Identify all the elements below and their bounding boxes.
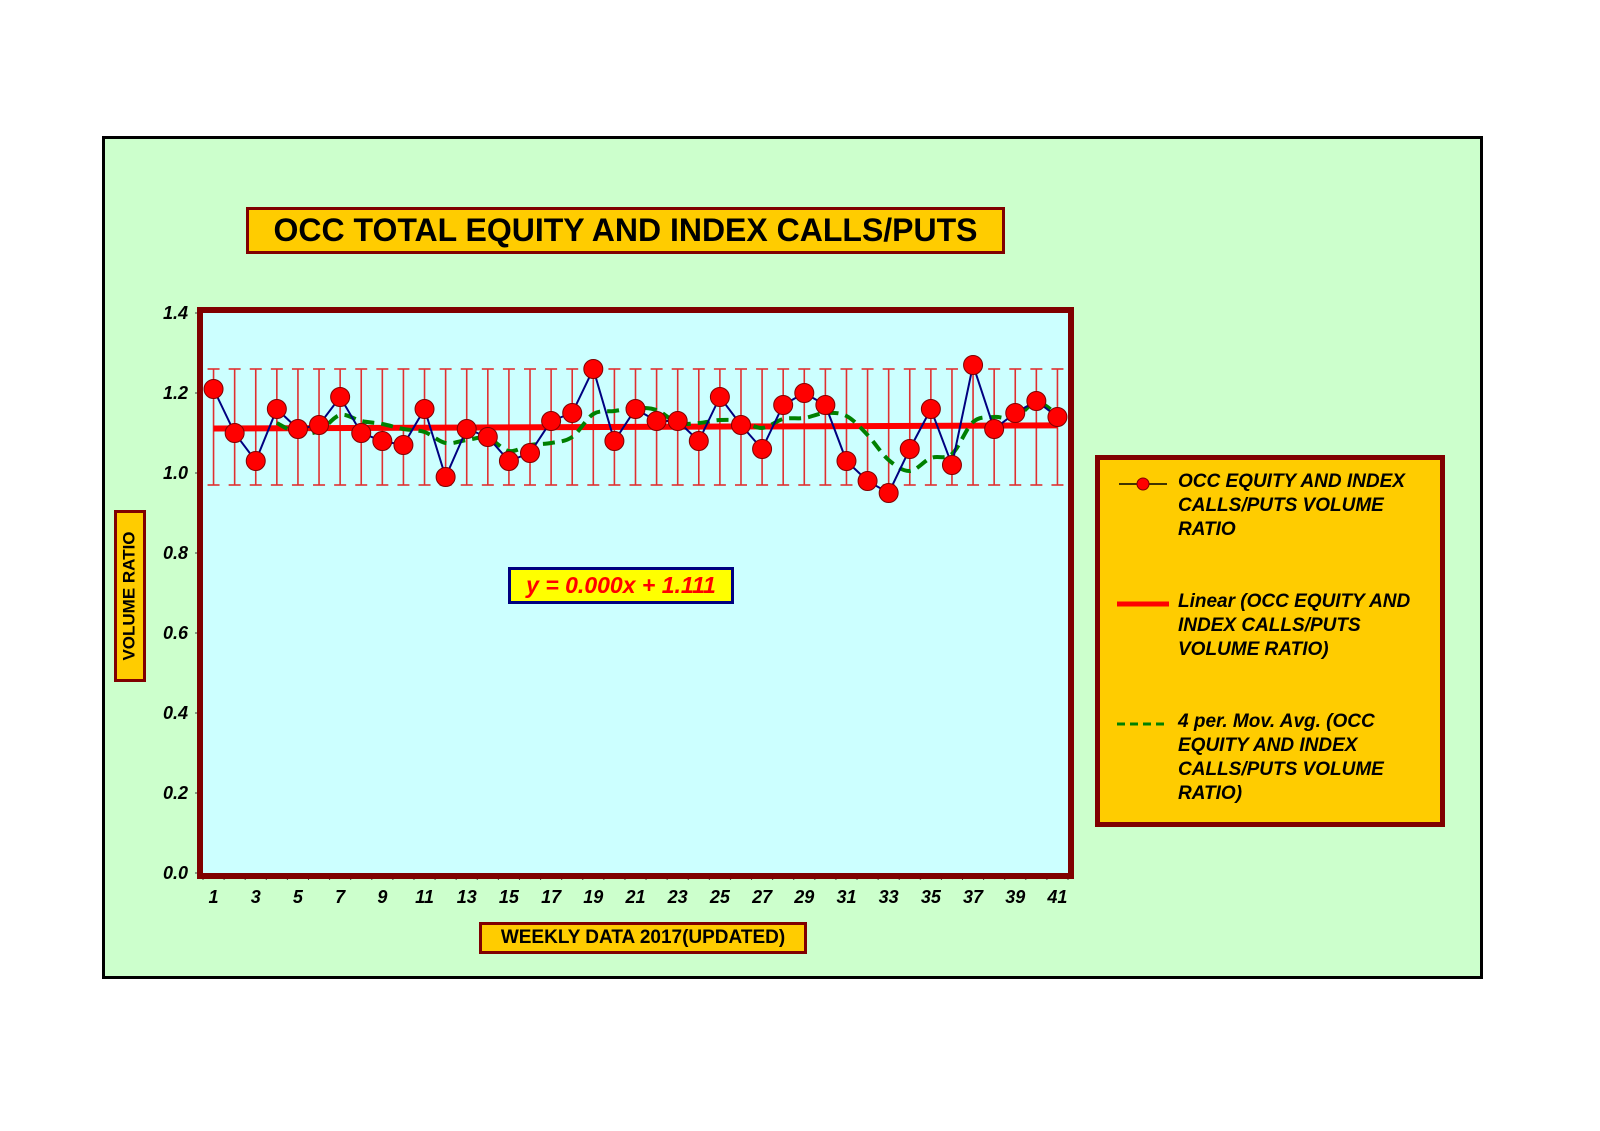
data-point [309, 415, 330, 435]
x-tick-label: 17 [541, 887, 562, 907]
trendline-equation: y = 0.000x + 1.111 [508, 567, 734, 604]
y-tick-label: 1.2 [163, 383, 188, 403]
x-tick-label: 29 [793, 887, 814, 907]
x-tick-label: 11 [415, 887, 434, 907]
legend-label: 4 per. Mov. Avg. (OCC EQUITY AND INDEX C… [1178, 711, 1384, 804]
legend-label: Linear (OCC EQUITY AND INDEX CALLS/PUTS … [1178, 591, 1411, 660]
x-tick-label: 21 [624, 887, 645, 907]
y-axis-title: VOLUME RATIO [114, 510, 146, 682]
data-point [625, 399, 646, 419]
y-axis-title-text: VOLUME RATIO [120, 531, 140, 661]
data-point [562, 403, 583, 423]
x-tick-label: 15 [499, 887, 520, 907]
data-point [456, 419, 477, 439]
x-axis-title-text: WEEKLY DATA 2017(UPDATED) [500, 927, 786, 948]
data-point [815, 395, 836, 415]
x-tick-label: 27 [751, 887, 773, 907]
data-point [541, 411, 562, 431]
data-point [794, 383, 815, 403]
data-point [752, 439, 773, 459]
data-point [688, 431, 709, 451]
data-point [836, 451, 857, 471]
data-point [414, 399, 435, 419]
data-point [1047, 407, 1068, 427]
data-point [984, 419, 1005, 439]
data-point [498, 451, 519, 471]
plot-border [197, 307, 1074, 879]
data-point [941, 455, 962, 475]
y-tick-label: 0.0 [163, 863, 188, 883]
trendline-icon [1117, 601, 1169, 607]
x-tick-label: 35 [921, 887, 942, 907]
data-point [920, 399, 941, 419]
x-tick-label: 3 [251, 887, 261, 907]
y-tick-label: 0.8 [163, 543, 188, 563]
moving-average-line [275, 400, 1059, 473]
trendline-equation-text: y = 0.000x + 1.111 [526, 572, 716, 598]
x-tick-label: 13 [457, 887, 477, 907]
y-tick-label: 0.2 [163, 783, 188, 803]
dashed-line-icon [1117, 722, 1169, 726]
data-point [899, 439, 920, 459]
data-point [878, 483, 899, 503]
x-tick-label: 33 [879, 887, 899, 907]
x-tick-label: 37 [963, 887, 984, 907]
x-tick-label: 39 [1005, 887, 1025, 907]
legend: OCC EQUITY AND INDEX CALLS/PUTS VOLUME R… [1095, 455, 1445, 827]
x-tick-label: 31 [836, 887, 856, 907]
chart-title: OCC TOTAL EQUITY AND INDEX CALLS/PUTS [246, 207, 1005, 254]
data-point [435, 467, 456, 487]
data-point [730, 415, 751, 435]
y-tick-label: 0.6 [163, 623, 189, 643]
data-point [477, 427, 498, 447]
data-point [963, 355, 984, 375]
data-point [266, 399, 287, 419]
line-marker-icon [1119, 477, 1167, 491]
data-point [583, 359, 604, 379]
data-point [857, 471, 878, 491]
data-point [646, 411, 667, 431]
data-point [287, 419, 308, 439]
y-tick-label: 1.4 [163, 303, 188, 323]
x-tick-label: 5 [293, 887, 304, 907]
trendline [213, 422, 1058, 432]
x-tick-label: 19 [583, 887, 603, 907]
x-tick-label: 9 [377, 887, 387, 907]
data-point [1005, 403, 1026, 423]
x-axis-title: WEEKLY DATA 2017(UPDATED) [479, 922, 807, 954]
data-point [773, 395, 794, 415]
data-point [393, 435, 414, 455]
legend-label: OCC EQUITY AND INDEX CALLS/PUTS VOLUME R… [1178, 471, 1405, 540]
y-tick-label: 0.4 [163, 703, 188, 723]
data-point [604, 431, 625, 451]
x-tick-label: 7 [335, 887, 346, 907]
data-point [224, 423, 245, 443]
x-tick-label: 23 [667, 887, 688, 907]
y-tick-label: 1.0 [163, 463, 188, 483]
x-tick-label: 41 [1046, 887, 1067, 907]
data-point [667, 411, 688, 431]
data-point [709, 387, 730, 407]
x-tick-label: 25 [709, 887, 731, 907]
data-point [245, 451, 266, 471]
data-point [330, 387, 351, 407]
x-tick-label: 1 [209, 887, 219, 907]
data-point [520, 443, 541, 463]
data-point [203, 379, 224, 399]
data-point [351, 423, 372, 443]
chart-title-text: OCC TOTAL EQUITY AND INDEX CALLS/PUTS [273, 212, 978, 248]
data-point [372, 431, 393, 451]
data-point [1026, 391, 1047, 411]
